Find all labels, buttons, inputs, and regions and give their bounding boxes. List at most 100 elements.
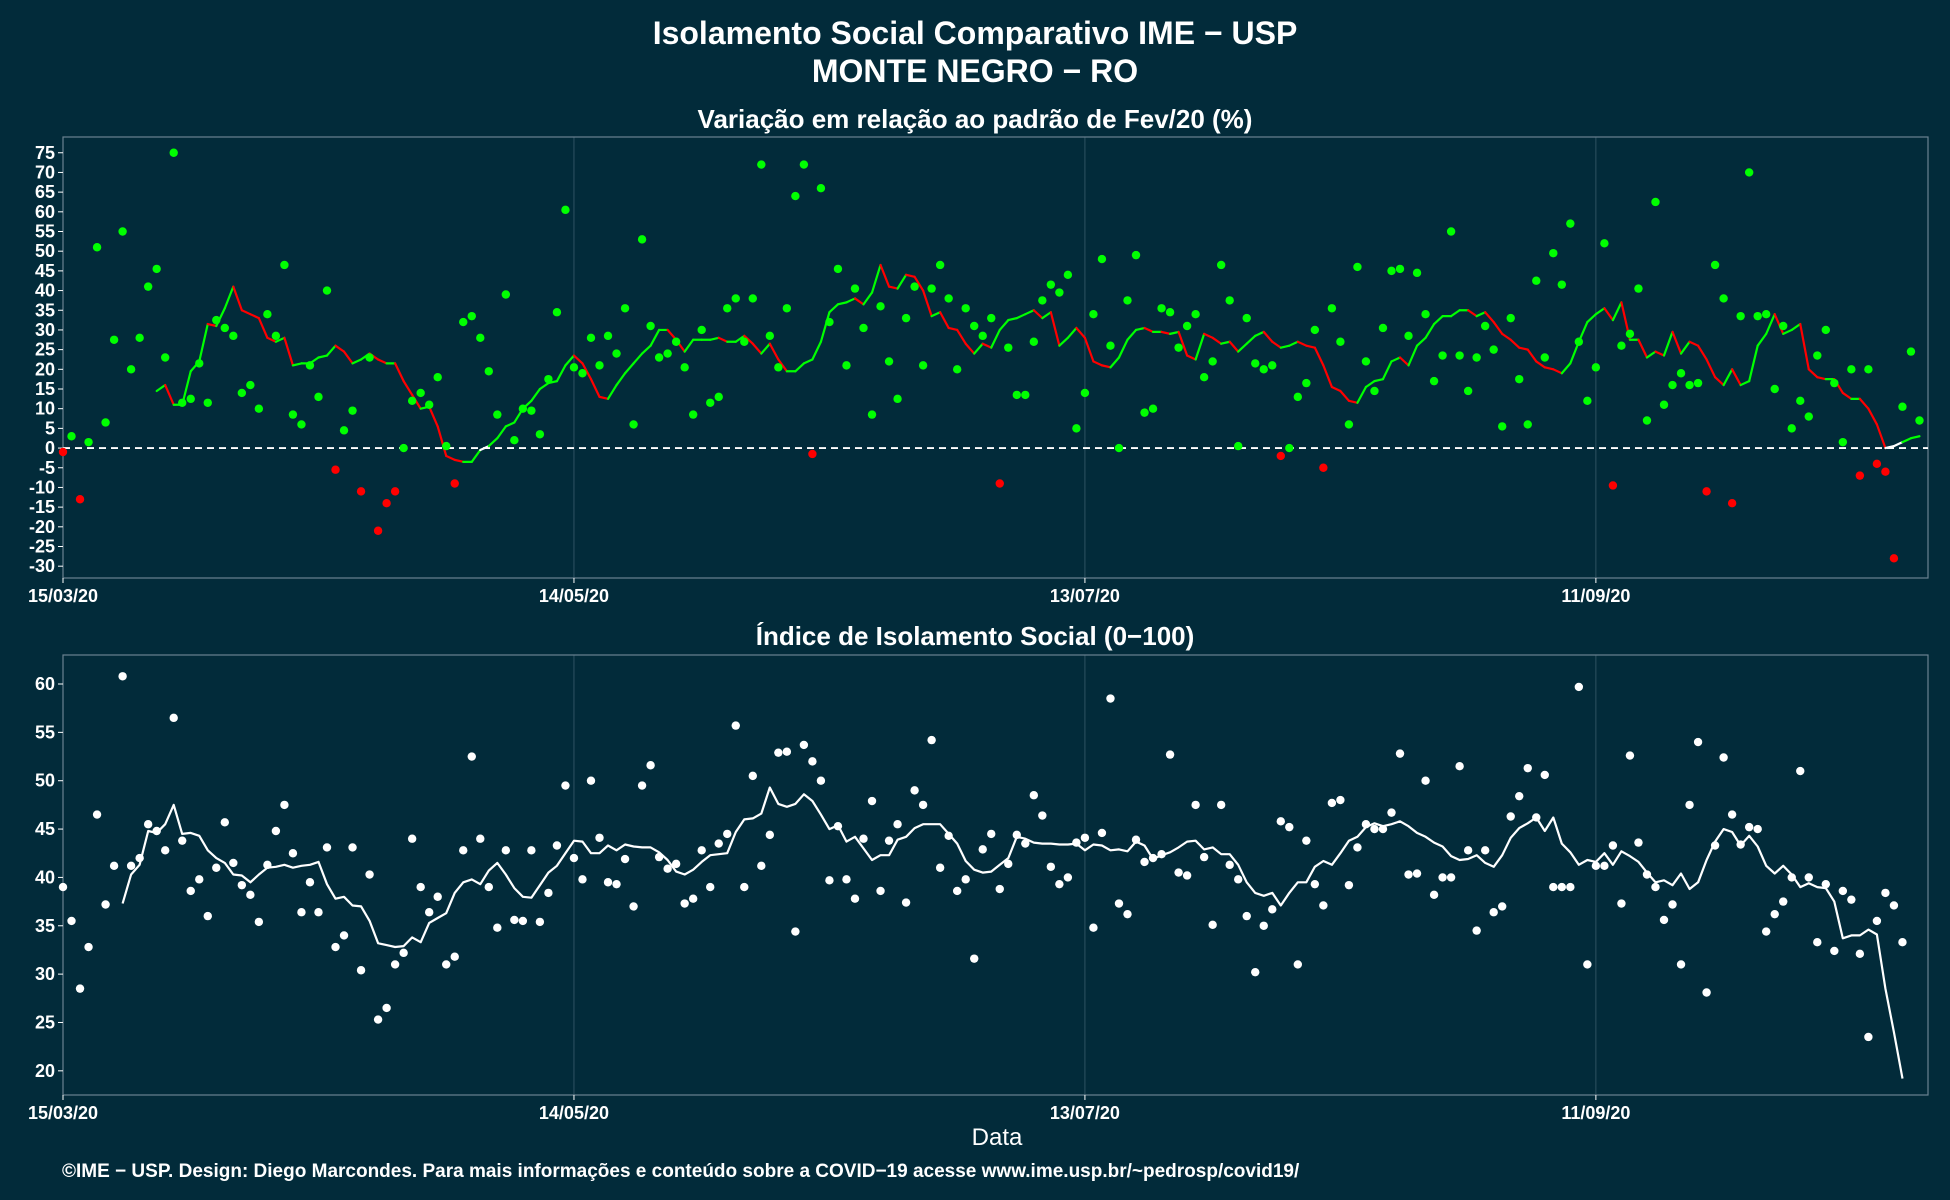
daily-point [314, 908, 323, 917]
daily-point [433, 372, 442, 382]
daily-point [1208, 357, 1217, 366]
daily-point [1796, 396, 1805, 406]
daily-point [254, 404, 264, 413]
moving-average-segment [1007, 317, 1018, 322]
daily-point [1540, 353, 1549, 362]
daily-point [1174, 868, 1183, 877]
moving-average-segment [1586, 313, 1597, 324]
daily-point [680, 363, 689, 372]
daily-point [987, 829, 996, 839]
daily-point [595, 361, 604, 370]
moving-average-segment [1245, 334, 1257, 345]
daily-point [1174, 343, 1183, 352]
daily-point [569, 853, 579, 863]
daily-point [1182, 321, 1192, 331]
daily-point [195, 359, 204, 368]
daily-point [1600, 861, 1609, 871]
moving-average-segment [1424, 322, 1436, 339]
daily-point [1642, 870, 1652, 879]
daily-point [1225, 296, 1234, 305]
daily-point [1421, 776, 1430, 785]
daily-point [791, 191, 800, 201]
moving-average-segment [794, 362, 805, 373]
daily-point [1191, 800, 1200, 810]
daily-point [1872, 459, 1882, 469]
daily-point [952, 365, 962, 374]
daily-point [143, 820, 153, 829]
daily-point [1549, 248, 1558, 258]
moving-average-segment [1450, 309, 1461, 318]
moving-average-segment [1799, 322, 1810, 371]
moving-average-segment [376, 358, 388, 365]
daily-point [1702, 988, 1711, 997]
daily-point [476, 333, 485, 343]
moving-average-segment [632, 352, 644, 365]
daily-point [782, 747, 792, 756]
moving-average-segment [1237, 342, 1248, 353]
daily-point [1242, 313, 1251, 323]
moving-average-segment [240, 309, 252, 316]
daily-point [484, 882, 493, 892]
moving-average-segment [555, 364, 567, 383]
moving-average-segment [1254, 330, 1265, 337]
daily-point [697, 846, 706, 855]
moving-average-segment [1696, 344, 1708, 361]
daily-point [254, 917, 264, 927]
daily-point [1651, 882, 1660, 892]
moving-average-segment [1347, 399, 1359, 404]
daily-point [680, 899, 689, 908]
daily-point [1361, 357, 1371, 366]
moving-average-segment [836, 301, 848, 306]
daily-point [1583, 960, 1592, 969]
moving-average-segment [615, 372, 627, 387]
moving-average-segment [1739, 380, 1751, 387]
daily-point [859, 834, 868, 843]
daily-point [1744, 822, 1754, 832]
daily-point [1634, 838, 1643, 847]
daily-point [237, 880, 247, 890]
moving-average-segment [598, 395, 610, 400]
moving-average-segment [751, 342, 763, 355]
y-tick-label: 45 [35, 819, 55, 839]
daily-point [1889, 901, 1899, 910]
moving-average-segment [1731, 368, 1742, 387]
daily-point [808, 449, 817, 459]
daily-point [867, 796, 877, 806]
daily-point [1336, 337, 1345, 346]
daily-point [884, 357, 894, 366]
daily-point [1463, 386, 1473, 396]
daily-point [92, 243, 102, 252]
moving-average-segment [1339, 389, 1351, 402]
daily-point [688, 410, 698, 419]
moving-average-segment [913, 275, 925, 292]
moving-average-segment [777, 358, 788, 373]
daily-point [1157, 850, 1166, 859]
moving-average-segment [964, 342, 976, 355]
daily-point [1821, 879, 1831, 889]
moving-average-segment [870, 263, 882, 294]
daily-point [1055, 879, 1064, 889]
moving-average-segment [1100, 364, 1112, 369]
daily-point [1668, 900, 1677, 909]
moving-average-segment [1160, 330, 1172, 335]
x-tick-label: 11/09/20 [1561, 586, 1630, 606]
daily-point [970, 954, 979, 963]
daily-point [1446, 873, 1456, 882]
daily-point [952, 886, 962, 896]
daily-point [1634, 284, 1643, 293]
daily-point [1889, 554, 1899, 563]
daily-point [1523, 420, 1532, 429]
daily-point [825, 317, 834, 327]
daily-point [1659, 400, 1669, 409]
moving-average-segment [1398, 356, 1410, 367]
daily-point [212, 863, 221, 872]
moving-average-segment [973, 342, 984, 355]
daily-point [1199, 852, 1209, 862]
moving-average-segment [1773, 313, 1785, 335]
moving-average-segment [922, 289, 933, 318]
daily-point [1736, 840, 1745, 849]
moving-average-segment [1535, 360, 1546, 369]
moving-average-segment [223, 285, 235, 310]
moving-average-segment [538, 381, 550, 391]
moving-average-segment [581, 362, 593, 381]
